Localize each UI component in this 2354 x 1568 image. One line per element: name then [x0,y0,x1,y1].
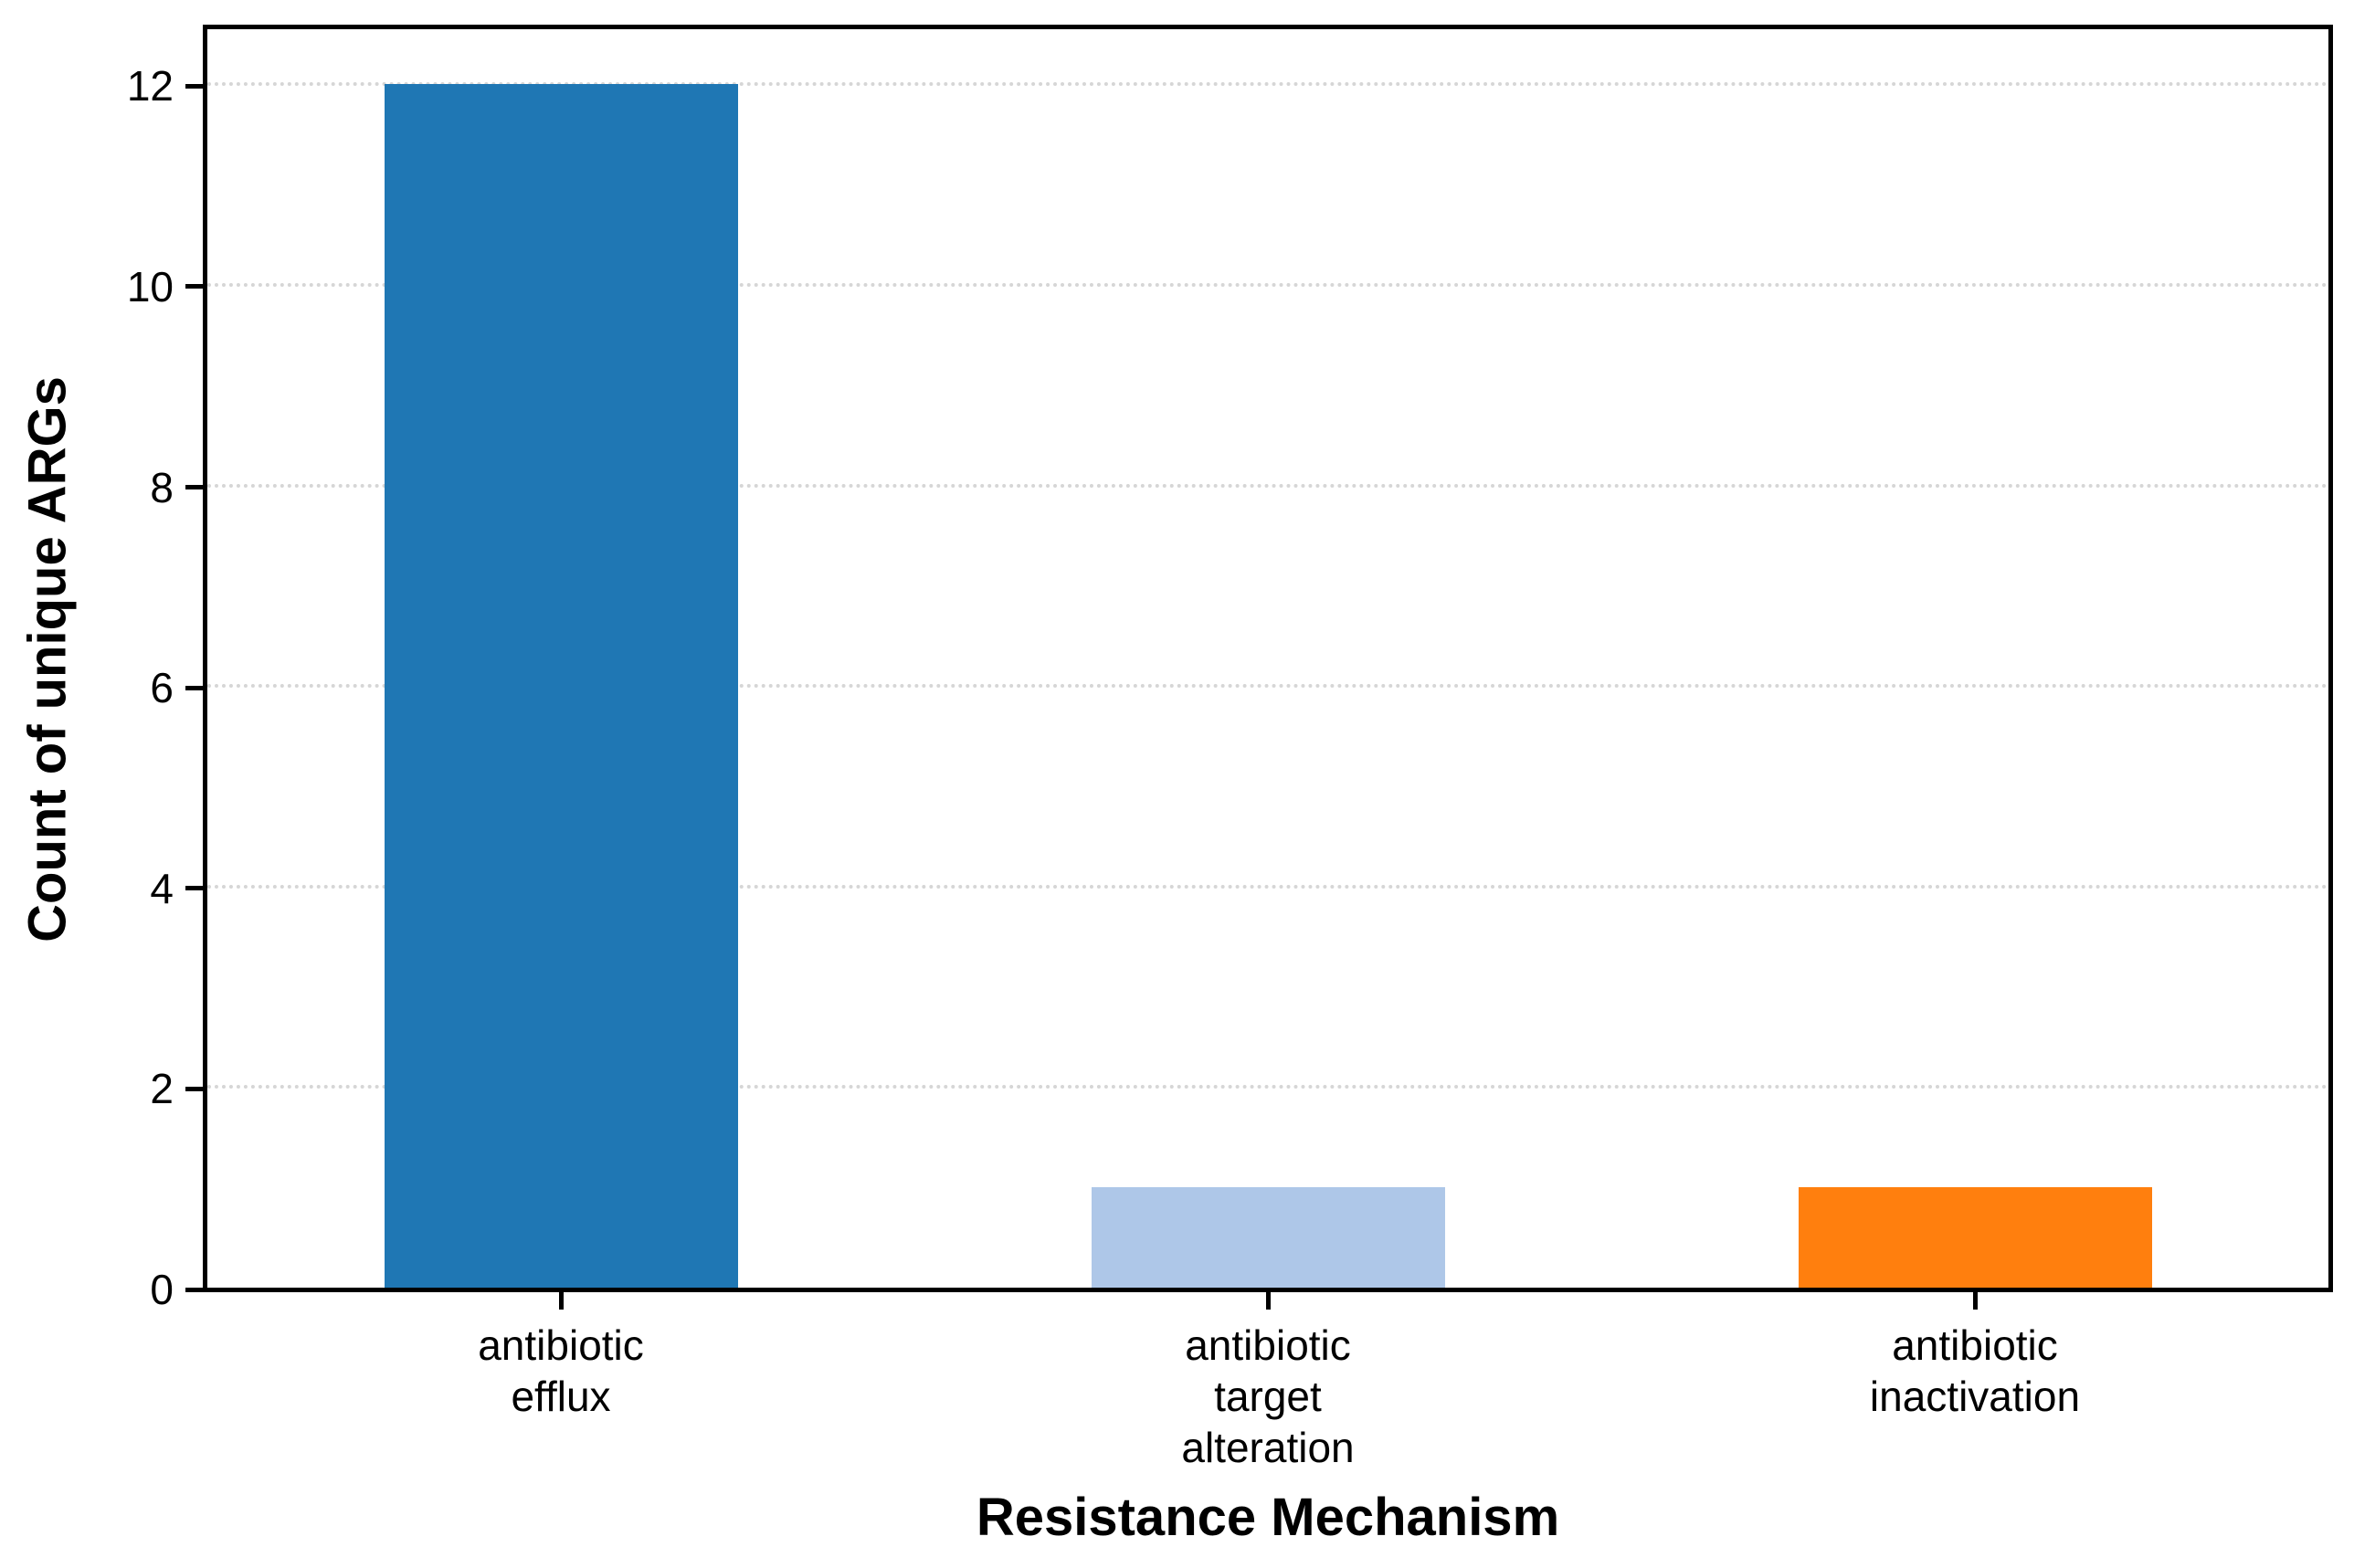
x-tick-mark-antibiotic-inactivation [1972,1292,1978,1310]
gridline-y-4 [207,884,2328,889]
bar-antibiotic-target-alteration [1091,1187,1445,1288]
bar-antibiotic-inactivation [1798,1187,2152,1288]
y-tick-label-6: 6 [150,664,174,712]
y-tick-mark-12 [185,83,203,89]
y-tick-label-10: 10 [126,262,174,310]
y-tick-label-8: 8 [150,463,174,511]
x-tick-label-antibiotic-inactivation: antibiotic inactivation [1869,1321,2081,1420]
gridline-y-6 [207,684,2328,689]
y-tick-label-0: 0 [150,1266,174,1313]
y-tick-mark-4 [185,886,203,891]
bar-antibiotic-efflux [384,84,738,1288]
y-tick-mark-10 [185,284,203,289]
gridline-y-8 [207,483,2328,488]
y-tick-mark-6 [185,685,203,690]
y-tick-label-12: 12 [126,62,174,110]
plot-inner [207,29,2328,1288]
x-tick-label-antibiotic-efflux: antibiotic efflux [478,1321,644,1420]
y-tick-mark-8 [185,485,203,490]
y-tick-label-4: 4 [150,864,174,912]
x-tick-mark-antibiotic-efflux [558,1292,564,1310]
y-tick-label-2: 2 [150,1065,174,1113]
gridline-y-10 [207,283,2328,287]
plot-area [203,25,2333,1292]
y-tick-mark-0 [185,1287,203,1292]
x-tick-label-antibiotic-target-alteration: antibiotic target alteration [1181,1321,1355,1471]
x-tick-mark-antibiotic-target-alteration [1265,1292,1271,1310]
x-axis-title: Resistance Mechanism [976,1488,1560,1547]
gridline-y-2 [207,1085,2328,1089]
y-tick-mark-2 [185,1086,203,1091]
gridline-y-12 [207,82,2328,87]
